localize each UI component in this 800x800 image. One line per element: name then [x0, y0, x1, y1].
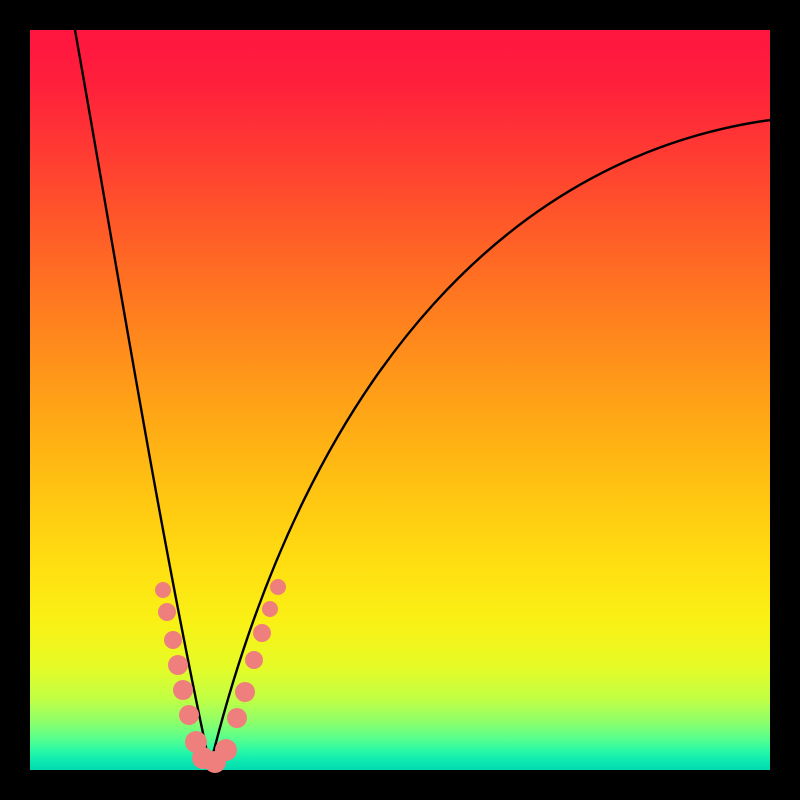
marker-dot: [253, 624, 271, 642]
marker-dot: [173, 680, 193, 700]
marker-dot: [179, 705, 199, 725]
marker-dot: [164, 631, 182, 649]
marker-dot: [262, 601, 278, 617]
marker-dot: [245, 651, 263, 669]
marker-dot: [227, 708, 247, 728]
marker-dot: [215, 739, 237, 761]
marker-dot: [270, 579, 286, 595]
plot-background: [30, 30, 770, 770]
chart-svg: [0, 0, 800, 800]
marker-dot: [235, 682, 255, 702]
chart-container: TheBottlenecker.com: [0, 0, 800, 800]
marker-dot: [155, 582, 171, 598]
marker-dot: [158, 603, 176, 621]
marker-dot: [168, 655, 188, 675]
